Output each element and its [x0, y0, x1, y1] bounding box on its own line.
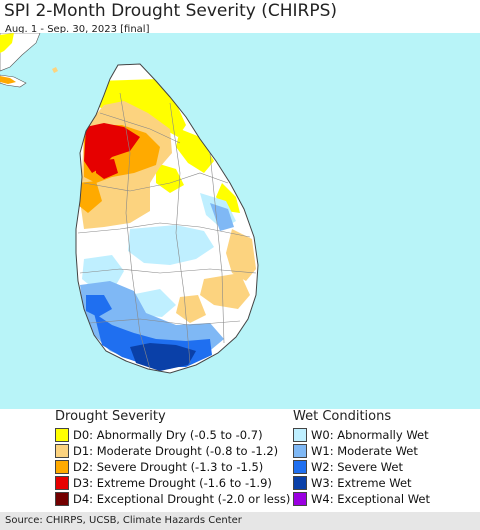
wet-swatch-w2	[293, 460, 307, 474]
district-boundaries	[77, 92, 257, 370]
wet-legend-item-w1: W1: Moderate Wet	[293, 443, 418, 459]
drought-swatch-d0	[55, 428, 69, 442]
mannar-dot	[52, 67, 58, 73]
drought-legend-label: D2: Severe Drought (-1.3 to -1.5)	[73, 460, 264, 474]
footer-bar: Source: CHIRPS, UCSB, Climate Hazards Ce…	[0, 512, 480, 530]
wet-legend-label: W2: Severe Wet	[311, 460, 403, 474]
d0-central	[156, 163, 184, 193]
wet-legend-label: W4: Exceptional Wet	[311, 492, 430, 506]
drought-swatch-d4	[55, 492, 69, 506]
wet-legend-label: W3: Extreme Wet	[311, 476, 412, 490]
wet-legend-label: W0: Abnormally Wet	[311, 428, 429, 442]
d3-west	[96, 159, 118, 179]
drought-legend-item-d1: D1: Moderate Drought (-0.8 to -1.2)	[55, 443, 278, 459]
wet-swatch-w4	[293, 492, 307, 506]
drought-legend-label: D3: Extreme Drought (-1.6 to -1.9)	[73, 476, 272, 490]
drought-swatch-d1	[55, 444, 69, 458]
map-subtitle: Aug. 1 - Sep. 30, 2023 [final]	[5, 24, 150, 35]
drought-map	[0, 33, 480, 409]
india-south-dry	[0, 76, 16, 84]
wet-legend-item-w0: W0: Abnormally Wet	[293, 427, 429, 443]
india-dry-patch	[0, 33, 14, 53]
drought-regions	[78, 79, 256, 371]
d0-east	[216, 183, 240, 213]
drought-swatch-d2	[55, 460, 69, 474]
drought-legend-item-d3: D3: Extreme Drought (-1.6 to -1.9)	[55, 475, 272, 491]
drought-swatch-d3	[55, 476, 69, 490]
drought-legend-item-d4: D4: Exceptional Drought (-2.0 or less)	[55, 491, 290, 507]
island-outline	[75, 63, 259, 374]
drought-legend-label: D1: Moderate Drought (-0.8 to -1.2)	[73, 444, 279, 458]
source-credit: Source: CHIRPS, UCSB, Climate Hazards Ce…	[5, 515, 242, 526]
d0-north	[96, 79, 186, 137]
map-title: SPI 2-Month Drought Severity (CHIRPS)	[4, 1, 338, 21]
wet-legend-item-w3: W3: Extreme Wet	[293, 475, 412, 491]
w2-west	[86, 295, 112, 317]
wet-legend-item-w4: W4: Exceptional Wet	[293, 491, 430, 507]
drought-legend-label: D0: Abnormally Dry (-0.5 to -0.7)	[73, 428, 263, 442]
d2-west	[78, 181, 102, 213]
d1-east	[226, 229, 256, 281]
wet-swatch-w1	[293, 444, 307, 458]
wet-legend-label: W1: Moderate Wet	[311, 444, 418, 458]
drought-legend-heading: Drought Severity	[55, 409, 166, 424]
w0-west	[82, 255, 124, 289]
wet-swatch-w0	[293, 428, 307, 442]
w3-south	[130, 343, 196, 371]
wet-legend-heading: Wet Conditions	[293, 409, 392, 424]
drought-legend-item-d0: D0: Abnormally Dry (-0.5 to -0.7)	[55, 427, 263, 443]
d3-northwest	[84, 123, 140, 173]
wet-swatch-w3	[293, 476, 307, 490]
d0-northeast	[176, 129, 214, 173]
drought-legend-label: D4: Exceptional Drought (-2.0 or less)	[73, 492, 291, 506]
drought-legend-item-d2: D2: Severe Drought (-1.3 to -1.5)	[55, 459, 263, 475]
d1-south	[176, 295, 206, 323]
wet-legend-item-w2: W2: Severe Wet	[293, 459, 403, 475]
w0-central	[128, 225, 214, 265]
d1-southeast	[200, 273, 250, 309]
